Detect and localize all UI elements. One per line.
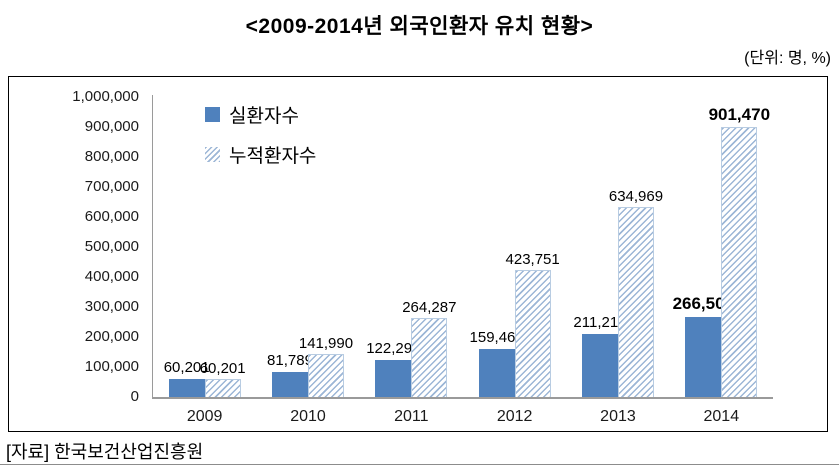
bar-2013-actual: 211,218 <box>573 314 627 397</box>
bar-value-label-2009-cumulative: 60,201 <box>199 360 246 377</box>
y-axis-line <box>152 95 153 397</box>
y-tick-label: 0 <box>130 388 139 405</box>
bar-value-label-2010-actual: 81,789 <box>267 352 313 369</box>
bar-value-label-2014-actual: 266,501 <box>672 294 735 313</box>
y-tick-label: 300,000 <box>84 298 139 315</box>
y-tick-label: 600,000 <box>84 208 139 225</box>
plot-area: 60,201 60,201 81,789 141,990 122,297 264,287 1… <box>153 97 773 397</box>
bar-value-label-2014-cumulative: 901,470 <box>708 105 771 124</box>
chart-title: <2009-2014년 외국인환자 유치 현황> <box>245 15 594 38</box>
bar-group-2013: 211,218 634,969 <box>566 97 669 397</box>
bar-2010-actual: 81,789 <box>267 352 313 397</box>
bar-value-label-2010-cumulative: 141,990 <box>298 335 354 352</box>
legend-label-cumulative-patients: 누적환자수 <box>229 146 317 167</box>
bar-value-label-2013-cumulative: 634,969 <box>608 188 664 205</box>
bar-group-2014: 266,501 901,470 <box>670 97 773 397</box>
bar-group-2011: 122,297 264,287 <box>360 97 463 397</box>
bar-2009-cumulative: 60,201 <box>200 360 246 397</box>
legend-item-cumulative-patients: 누적환자수 <box>205 141 316 168</box>
x-axis-line <box>152 397 773 399</box>
y-tick-label: 1,000,000 <box>72 88 139 105</box>
legend-swatch-solid-icon <box>205 107 220 122</box>
bar-2012-cumulative: 423,751 <box>506 251 560 397</box>
x-axis-label-2011: 2011 <box>394 408 429 425</box>
bar-group-2010: 81,789 141,990 <box>256 97 359 397</box>
bar-value-label-2011-actual: 122,297 <box>366 340 421 357</box>
bottom-divider <box>0 464 839 465</box>
source-note: [자료] 한국보건산업진흥원 <box>6 442 204 462</box>
legend-swatch-hatched-icon <box>205 147 220 162</box>
bar-2011-actual: 122,297 <box>366 340 420 397</box>
bar-value-label-2009-actual: 60,201 <box>163 359 210 376</box>
bar-group-2009: 60,201 60,201 <box>153 97 256 397</box>
bar-value-label-2011-cumulative: 264,287 <box>402 299 457 316</box>
x-axis-labels: 2009 2010 2011 2012 2013 2014 <box>153 408 773 426</box>
bar-value-label-2012-actual: 159,464 <box>469 329 524 346</box>
bar-2010-cumulative: 141,990 <box>299 335 353 397</box>
y-tick-label: 800,000 <box>84 148 139 165</box>
unit-note: (단위: 명, %) <box>744 50 831 67</box>
bar-2013-cumulative: 634,969 <box>609 188 663 397</box>
legend-label-actual-patients: 실환자수 <box>229 106 299 127</box>
bar-2009-actual: 60,201 <box>164 359 210 397</box>
chart-frame: 1,000,000 900,000 800,000 700,000 600,000 500… <box>8 76 828 432</box>
bar-2012-actual: 159,464 <box>470 329 524 397</box>
legend-item-actual-patients: 실환자수 <box>205 101 316 128</box>
bar-group-2012: 159,464 423,751 <box>463 97 566 397</box>
legend: 실환자수 누적환자수 <box>205 101 316 168</box>
x-axis-label-2012: 2012 <box>496 408 533 425</box>
y-tick-label: 400,000 <box>84 268 139 285</box>
bar-2014-actual: 266,501 <box>673 294 734 397</box>
bar-2014-cumulative: 901,470 <box>709 105 770 397</box>
x-axis-label-2009: 2009 <box>186 408 223 425</box>
y-tick-label: 100,000 <box>84 358 139 375</box>
y-tick-label: 900,000 <box>84 118 139 135</box>
y-axis-tick-labels: 1,000,000 900,000 800,000 700,000 600,000 500… <box>9 82 139 412</box>
y-tick-label: 700,000 <box>84 178 139 195</box>
y-tick-label: 200,000 <box>84 328 139 345</box>
bar-value-label-2013-actual: 211,218 <box>573 314 627 331</box>
x-axis-label-2014: 2014 <box>703 408 740 425</box>
y-tick-label: 500,000 <box>84 238 139 255</box>
x-axis-label-2013: 2013 <box>600 408 636 425</box>
x-axis-label-2010: 2010 <box>290 408 326 425</box>
bar-value-label-2012-cumulative: 423,751 <box>505 251 560 268</box>
bar-2011-cumulative: 264,287 <box>402 299 456 397</box>
